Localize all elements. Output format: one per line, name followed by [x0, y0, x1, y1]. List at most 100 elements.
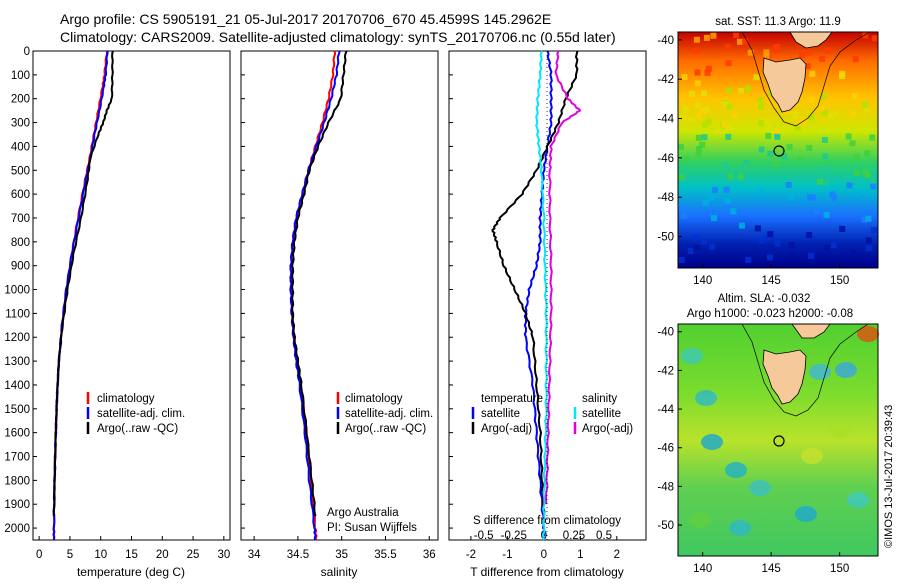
map-y-tick-label: -42 [657, 365, 674, 377]
depth-tick-label: 600 [11, 189, 30, 201]
sst-pixel [809, 70, 816, 77]
sst-pixel [865, 215, 872, 222]
sst-pixel [726, 103, 733, 110]
sst-pixel [745, 256, 752, 263]
sla-map [677, 323, 879, 557]
sst-pixel [853, 190, 860, 197]
legend-label-satellite: satellite-adj. clim. [97, 408, 185, 420]
sst-pixel [800, 117, 807, 124]
sla-anomaly-blob [801, 448, 823, 464]
x-tick-label-top: 0.5 [596, 530, 612, 542]
depth-tick-label: 1000 [4, 285, 30, 297]
temperature-legend: climatology satellite-adj. clim. Argo(..… [86, 392, 185, 435]
sst-pixel [702, 199, 709, 206]
header-line-2: Climatology: CARS2009. Satellite-adjuste… [60, 29, 616, 45]
credit-line-1: Argo Australia [327, 507, 399, 519]
legend-label-sal-satellite: satellite [582, 408, 621, 420]
sst-pixel [827, 112, 834, 119]
salinity-xlabel: salinity [321, 565, 358, 579]
sst-pixel [701, 238, 708, 245]
legend-label-climatology: climatology [345, 393, 403, 405]
sst-pixel [871, 35, 878, 42]
depth-tick-label: 700 [11, 213, 30, 225]
map-y-tick-label: -44 [657, 404, 674, 416]
legend-label-climatology: climatology [97, 393, 155, 405]
sst-pixel [739, 222, 745, 229]
sst-pixel [817, 179, 824, 185]
sst-pixel [725, 43, 732, 50]
sst-pixel [681, 212, 688, 219]
sst-pixel [818, 167, 825, 174]
map-y-tick-label: -50 [657, 232, 674, 244]
sst-pixel [822, 153, 829, 160]
sst-pixel [808, 96, 815, 103]
temperature-series [52, 50, 114, 541]
sst-pixel [708, 194, 714, 201]
temperature-xlabel: temperature (deg C) [77, 565, 185, 579]
sst-pixel [781, 153, 788, 160]
x-tick-label: 35 [335, 549, 348, 561]
sst-pixel [792, 111, 799, 118]
sst-pixel [862, 32, 869, 39]
sst-pixel [854, 169, 861, 176]
sst-pixel [722, 101, 729, 108]
credit-line-2: PI: Susan Wijffels [327, 522, 417, 534]
difference-legend-salinity: salinity satellite Argo(-adj) [573, 393, 633, 435]
series-line-satellite-adj-clim- [52, 50, 109, 540]
sst-pixel [758, 120, 765, 127]
sst-pixel [849, 140, 856, 147]
difference-xlabel-bottom: T difference from climatology [470, 565, 624, 579]
sst-pixel [694, 80, 701, 87]
sst-pixel [742, 38, 749, 45]
sst-map-title: sat. SST: 11.3 Argo: 11.9 [715, 16, 841, 28]
sst-pixel [696, 145, 702, 152]
legend-label-argo: Argo(..raw -QC) [97, 423, 178, 435]
sst-pixel [806, 145, 813, 151]
sst-pixel [805, 49, 812, 56]
sla-map-texture [681, 326, 879, 536]
sst-pixel [693, 234, 700, 241]
x-tick-label: 30 [217, 549, 230, 561]
sst-pixel [724, 198, 731, 205]
sst-pixel [695, 151, 702, 158]
sla-anomaly-blob [701, 434, 723, 450]
map-y-tick-label: -42 [657, 74, 674, 86]
sst-pixel [701, 134, 708, 141]
sst-pixel [722, 162, 728, 169]
sst-pixel [832, 110, 839, 117]
map-x-tick-label: 140 [693, 275, 712, 287]
difference-series [491, 50, 582, 541]
depth-tick-label: 500 [11, 165, 30, 177]
sst-argo-location-marker [773, 145, 785, 157]
map-x-tick-label: 145 [762, 563, 781, 575]
legend-title-temperature: temperature [481, 393, 543, 405]
depth-tick-label: 1200 [4, 332, 30, 344]
depth-tick-label: 100 [11, 70, 30, 82]
depth-tick-label: 900 [11, 261, 30, 273]
sla-map-frame [677, 323, 879, 557]
salinity-legend: climatology satellite-adj. clim. Argo(..… [336, 392, 433, 435]
sst-pixel [795, 124, 801, 131]
sst-pixel [870, 178, 876, 185]
sst-pixel [702, 121, 708, 128]
x-tick-label: 2 [614, 549, 620, 561]
sst-pixel [766, 254, 773, 261]
difference-xlabel-top: S difference from climatology [473, 515, 621, 527]
sst-pixel [787, 194, 794, 201]
sst-pixel [821, 93, 827, 100]
sla-anomaly-blob [695, 390, 717, 406]
temperature-x-ticks: 0 5 10 15 20 25 30 [36, 536, 230, 561]
sst-pixel [758, 237, 765, 244]
map-y-tick-label: -46 [657, 443, 674, 455]
x-tick-label: 25 [187, 549, 200, 561]
sst-pixel [757, 97, 764, 104]
sst-pixel [683, 155, 690, 162]
sst-pixel [678, 257, 685, 263]
sst-pixel [823, 179, 829, 186]
sst-pixel [679, 205, 686, 212]
sst-pixel [699, 141, 706, 148]
sla-argo-location-marker [773, 435, 785, 447]
sst-pixel [839, 225, 846, 232]
sst-pixel [701, 90, 708, 97]
sst-pixel [819, 55, 826, 62]
